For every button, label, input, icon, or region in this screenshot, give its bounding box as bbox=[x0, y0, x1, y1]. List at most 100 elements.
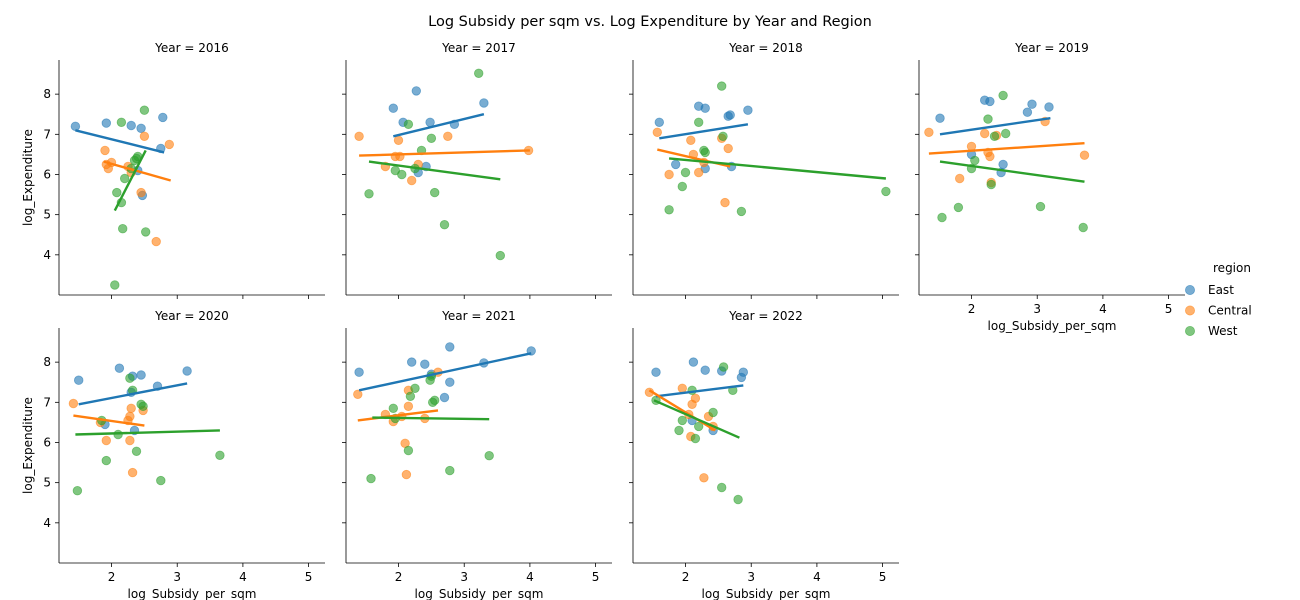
data-point bbox=[738, 367, 749, 377]
data-point bbox=[986, 179, 996, 190]
data-point bbox=[677, 415, 688, 426]
data-point bbox=[125, 435, 135, 446]
x-tick-label: 4 bbox=[1099, 302, 1107, 316]
x-axis-title: log_Subsidy_per_sqm bbox=[128, 587, 257, 600]
series-west bbox=[110, 105, 151, 290]
data-point bbox=[138, 401, 148, 412]
data-point bbox=[125, 411, 135, 422]
legend-marker-west bbox=[1185, 325, 1196, 336]
data-point bbox=[136, 123, 146, 134]
trend-line-west bbox=[653, 399, 740, 439]
y-tick-label: 8 bbox=[43, 87, 51, 101]
trend-line-central bbox=[357, 409, 439, 422]
data-point bbox=[125, 373, 135, 383]
legend-label-central: Central bbox=[1208, 304, 1252, 318]
data-point bbox=[694, 421, 704, 432]
data-point bbox=[686, 135, 696, 146]
data-point bbox=[158, 112, 168, 123]
data-point bbox=[164, 139, 175, 150]
y-tick-label: 5 bbox=[43, 208, 51, 222]
data-point bbox=[215, 450, 225, 461]
data-point bbox=[426, 133, 437, 144]
data-point bbox=[924, 127, 934, 138]
legend-label-east: East bbox=[1208, 283, 1234, 297]
data-point bbox=[717, 81, 727, 91]
data-point bbox=[139, 105, 150, 115]
data-point bbox=[136, 187, 146, 198]
data-point bbox=[1035, 201, 1046, 212]
x-tick-label: 5 bbox=[592, 570, 600, 584]
y-tick-label: 7 bbox=[43, 395, 51, 409]
trend-line-central bbox=[103, 160, 172, 182]
trend-line-east bbox=[75, 129, 165, 154]
series-west bbox=[664, 81, 891, 217]
trend-line-east bbox=[358, 352, 532, 392]
x-tick-label: 2 bbox=[682, 570, 690, 584]
panel-4: Year = 2019 2 3 4 5 log_Subsidy_per_sqm bbox=[915, 41, 1185, 333]
data-point bbox=[700, 103, 710, 113]
y-tick-label: 7 bbox=[43, 127, 51, 141]
x-tick-label: 3 bbox=[1033, 302, 1041, 316]
series-east bbox=[935, 95, 1054, 178]
data-point bbox=[403, 119, 414, 130]
data-point bbox=[1027, 99, 1037, 109]
legend-marker-east bbox=[1185, 284, 1196, 295]
trend-line-east bbox=[78, 382, 188, 406]
data-point bbox=[1044, 102, 1054, 112]
trend-line-west bbox=[372, 416, 490, 421]
trend-line-east bbox=[393, 113, 485, 138]
data-point bbox=[935, 113, 945, 123]
data-point bbox=[354, 131, 364, 142]
data-point bbox=[430, 187, 440, 198]
data-point bbox=[937, 212, 947, 223]
data-point bbox=[70, 121, 81, 132]
data-point bbox=[983, 114, 993, 124]
data-point bbox=[970, 155, 980, 166]
data-point bbox=[68, 398, 79, 409]
data-point bbox=[403, 401, 414, 412]
x-tick-label: 4 bbox=[526, 570, 534, 584]
panel-title: Year = 2016 bbox=[154, 41, 229, 55]
panel-title: Year = 2020 bbox=[154, 309, 229, 323]
data-point bbox=[743, 105, 753, 115]
chart-title: Log Subsidy per sqm vs. Log Expenditure … bbox=[428, 14, 872, 30]
data-point bbox=[411, 86, 422, 96]
trend-line-east bbox=[655, 384, 744, 398]
data-point bbox=[405, 391, 416, 402]
trend-line-central bbox=[648, 389, 716, 432]
data-point bbox=[110, 280, 120, 290]
data-point bbox=[117, 223, 128, 234]
data-point bbox=[953, 202, 964, 213]
data-point bbox=[484, 451, 494, 461]
data-point bbox=[156, 475, 166, 486]
legend-label-west: West bbox=[1208, 324, 1238, 338]
trend-line-central bbox=[73, 414, 145, 427]
panel-7: Year = 2022 2 3 4 5 log_Subsidy_per_sqm bbox=[629, 309, 899, 600]
trend-line-west bbox=[113, 149, 147, 212]
y-axis-title: log_Expenditure bbox=[21, 129, 35, 226]
data-point bbox=[688, 357, 699, 367]
data-point bbox=[718, 131, 728, 142]
x-tick-label: 5 bbox=[879, 570, 887, 584]
data-point bbox=[720, 197, 730, 208]
x-tick-label: 2 bbox=[395, 570, 403, 584]
trend-line-west bbox=[939, 160, 1085, 183]
x-axis-title: log_Subsidy_per_sqm bbox=[702, 587, 831, 600]
data-point bbox=[998, 90, 1008, 101]
data-point bbox=[401, 469, 412, 480]
data-point bbox=[725, 110, 735, 120]
data-point bbox=[479, 98, 489, 108]
data-point bbox=[690, 393, 701, 404]
data-point bbox=[989, 131, 1000, 142]
data-point bbox=[407, 357, 417, 367]
data-point bbox=[652, 127, 663, 138]
data-point bbox=[420, 359, 430, 369]
data-point bbox=[1079, 150, 1090, 160]
data-point bbox=[671, 159, 681, 170]
data-point bbox=[388, 403, 399, 414]
data-point bbox=[736, 206, 747, 217]
data-point bbox=[101, 435, 112, 446]
data-point bbox=[126, 403, 136, 414]
data-point bbox=[127, 467, 138, 478]
data-point bbox=[410, 383, 420, 394]
